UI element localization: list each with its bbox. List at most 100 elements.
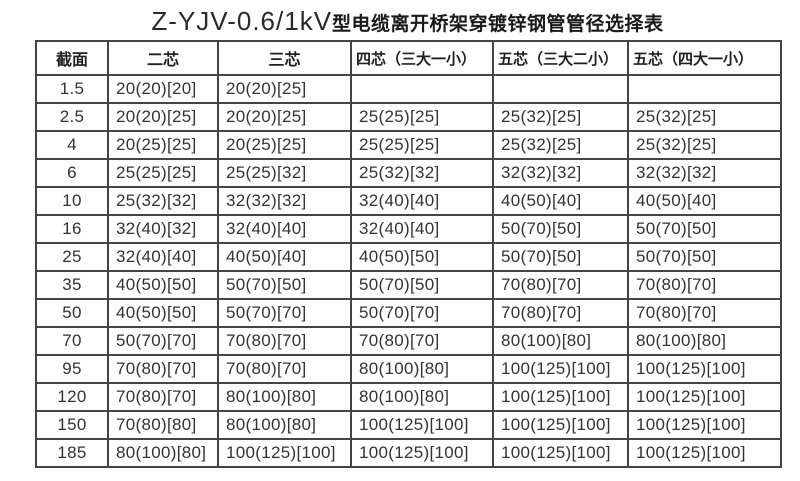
table-row: 185 80(100)[80] 100(125)[100] 100(125)[100]… <box>35 438 782 468</box>
pipe-size-cell: 25(25)[25] <box>107 158 219 188</box>
pipe-size-cell: 70(80)[70] <box>627 298 782 328</box>
section-cell: 25 <box>35 242 109 272</box>
pipe-size-cell: 100(125)[100] <box>492 354 629 384</box>
pipe-size-cell: 20(25)[25] <box>217 130 352 160</box>
header-cell-4core: 四芯（三大一小） <box>350 40 494 76</box>
table-row: 50 40(50)[50] 50(70)[70] 50(70)[70] 70(80)[7… <box>35 298 782 328</box>
pipe-size-cell: 50(70)[50] <box>217 270 352 300</box>
table-row: 95 70(80)[70] 70(80)[70] 80(100)[80] 100(125… <box>35 354 782 384</box>
section-cell: 150 <box>35 410 109 440</box>
title-description: 型电缆离开桥架穿镀锌钢管管径选择表 <box>332 14 664 35</box>
pipe-size-cell: 40(50)[50] <box>107 298 219 328</box>
pipe-size-cell: 70(80)[70] <box>217 326 352 356</box>
pipe-size-cell: 40(50)[40] <box>217 242 352 272</box>
section-cell: 95 <box>35 354 109 384</box>
pipe-size-cell: 70(80)[70] <box>107 382 219 412</box>
header-row: 截面 二芯 三芯 四芯（三大一小） 五芯（三大二小） 五芯（四大一小） <box>35 40 782 76</box>
pipe-size-cell: 20(25)[25] <box>107 130 219 160</box>
pipe-size-cell: 40(50)[40] <box>627 186 782 216</box>
pipe-size-cell: 40(50)[50] <box>350 242 494 272</box>
section-cell: 16 <box>35 214 109 244</box>
pipe-size-cell: 70(80)[70] <box>217 354 352 384</box>
pipe-size-cell: 100(125)[100] <box>492 410 629 440</box>
pipe-size-cell: 50(70)[50] <box>627 242 782 272</box>
pipe-size-cell: 50(70)[50] <box>492 242 629 272</box>
table-row: 10 25(32)[32] 32(32)[32] 32(40)[40] 40(50)[4… <box>35 186 782 216</box>
section-cell: 4 <box>35 130 109 160</box>
pipe-size-cell <box>627 74 782 104</box>
pipe-size-cell: 25(25)[25] <box>350 102 494 132</box>
pipe-size-cell: 50(70)[50] <box>350 270 494 300</box>
pipe-size-cell: 70(80)[70] <box>107 354 219 384</box>
pipe-size-cell: 32(32)[32] <box>627 158 782 188</box>
table-row: 16 32(40)[32] 32(40)[40] 32(40)[40] 50(70)[5… <box>35 214 782 244</box>
pipe-size-cell: 25(32)[25] <box>492 130 629 160</box>
table-row: 25 32(40)[40] 40(50)[40] 40(50)[50] 50(70)[5… <box>35 242 782 272</box>
pipe-size-cell: 100(125)[100] <box>217 438 352 468</box>
table-row: 70 50(70)[70] 70(80)[70] 70(80)[70] 80(100)[… <box>35 326 782 356</box>
pipe-size-cell: 32(40)[32] <box>107 214 219 244</box>
pipe-size-cell: 25(32)[25] <box>627 102 782 132</box>
pipe-size-cell: 80(100)[80] <box>492 326 629 356</box>
pipe-size-cell: 40(50)[50] <box>107 270 219 300</box>
pipe-size-cell: 70(80)[70] <box>350 326 494 356</box>
header-cell-2core: 二芯 <box>107 40 219 76</box>
pipe-size-cell <box>350 74 494 104</box>
pipe-size-cell: 80(100)[80] <box>350 354 494 384</box>
page-title: Z-YJV-0.6/1kV型电缆离开桥架穿镀锌钢管管径选择表 <box>35 6 780 37</box>
pipe-size-cell: 20(20)[25] <box>107 102 219 132</box>
pipe-size-cell: 25(32)[32] <box>107 186 219 216</box>
section-cell: 1.5 <box>35 74 109 104</box>
pipe-size-cell: 80(100)[80] <box>217 382 352 412</box>
table-row: 150 70(80)[80] 80(100)[80] 100(125)[100] 100… <box>35 410 782 440</box>
table-row: 6 25(25)[25] 25(25)[32] 25(32)[32] 32(32)[32… <box>35 158 782 188</box>
pipe-size-cell: 25(25)[32] <box>217 158 352 188</box>
header-cell-section: 截面 <box>35 40 109 76</box>
section-cell: 2.5 <box>35 102 109 132</box>
pipe-size-cell: 70(80)[70] <box>492 298 629 328</box>
section-cell: 35 <box>35 270 109 300</box>
table-body: 1.5 20(20)[20] 20(20)[25] 2.5 20(20)[25] 20(2… <box>35 74 782 468</box>
table-row: 120 70(80)[70] 80(100)[80] 80(100)[80] 100(1… <box>35 382 782 412</box>
section-cell: 185 <box>35 438 109 468</box>
title-cable-type: Z-YJV-0.6/1kV <box>151 6 333 36</box>
pipe-size-cell: 50(70)[70] <box>217 298 352 328</box>
pipe-size-cell: 25(32)[32] <box>350 158 494 188</box>
pipe-size-cell: 20(20)[25] <box>217 102 352 132</box>
table-row: 4 20(25)[25] 20(25)[25] 25(25)[25] 25(32)[25… <box>35 130 782 160</box>
pipe-diameter-table: 截面 二芯 三芯 四芯（三大一小） 五芯（三大二小） 五芯（四大一小） 1.5 2… <box>35 40 782 468</box>
pipe-size-cell: 20(20)[20] <box>107 74 219 104</box>
section-cell: 6 <box>35 158 109 188</box>
pipe-size-cell <box>492 74 629 104</box>
pipe-size-cell: 100(125)[100] <box>627 354 782 384</box>
pipe-size-cell: 32(40)[40] <box>350 214 494 244</box>
table-row: 35 40(50)[50] 50(70)[50] 50(70)[50] 70(80)[7… <box>35 270 782 300</box>
pipe-size-cell: 100(125)[100] <box>492 438 629 468</box>
pipe-size-cell: 50(70)[50] <box>492 214 629 244</box>
pipe-size-cell: 50(70)[70] <box>107 326 219 356</box>
pipe-size-cell: 20(20)[25] <box>217 74 352 104</box>
pipe-size-cell: 80(100)[80] <box>627 326 782 356</box>
pipe-size-cell: 25(32)[25] <box>627 130 782 160</box>
section-cell: 70 <box>35 326 109 356</box>
table-row: 2.5 20(20)[25] 20(20)[25] 25(25)[25] 25(32)[… <box>35 102 782 132</box>
pipe-size-cell: 50(70)[50] <box>627 214 782 244</box>
header-cell-3core: 三芯 <box>217 40 352 76</box>
pipe-size-cell: 100(125)[100] <box>350 410 494 440</box>
pipe-size-cell: 80(100)[80] <box>107 438 219 468</box>
pipe-size-cell: 32(40)[40] <box>350 186 494 216</box>
pipe-size-cell: 70(80)[70] <box>492 270 629 300</box>
pipe-size-cell: 80(100)[80] <box>217 410 352 440</box>
header-cell-5core-3-2: 五芯（三大二小） <box>492 40 629 76</box>
pipe-size-cell: 70(80)[70] <box>627 270 782 300</box>
pipe-size-cell: 70(80)[80] <box>107 410 219 440</box>
section-cell: 120 <box>35 382 109 412</box>
pipe-size-cell: 25(32)[25] <box>492 102 629 132</box>
pipe-size-cell: 80(100)[80] <box>350 382 494 412</box>
pipe-size-cell: 32(40)[40] <box>217 214 352 244</box>
pipe-size-cell: 32(32)[32] <box>217 186 352 216</box>
table-row: 1.5 20(20)[20] 20(20)[25] <box>35 74 782 104</box>
section-cell: 10 <box>35 186 109 216</box>
pipe-size-cell: 32(40)[40] <box>107 242 219 272</box>
header-cell-5core-4-1: 五芯（四大一小） <box>627 40 782 76</box>
